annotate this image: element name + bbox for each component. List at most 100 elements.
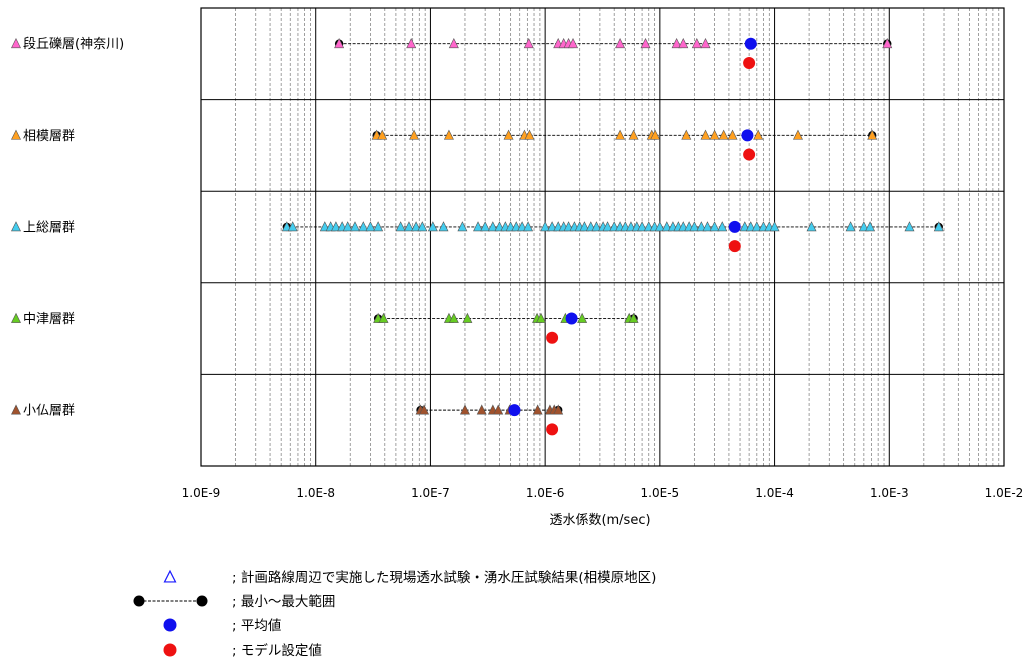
test-point [350,221,360,232]
test-point [769,221,780,232]
test-point [678,37,689,49]
legend-text: ; 計画路線周辺で実施した現場透水試験・湧水圧試験結果(相模原地区) [232,570,656,586]
test-point [334,37,345,49]
legend-triangle-icon [163,569,177,583]
test-point [709,221,720,232]
test-point [577,312,588,323]
test-point [882,37,893,49]
test-point [373,221,384,232]
test-point [751,221,762,232]
test-point [700,129,711,140]
test-point [845,221,856,232]
model-point [743,148,756,161]
mean-point [508,404,521,417]
test-point [532,404,543,415]
test-point [867,129,878,140]
row-label: 相模層群 [23,129,75,144]
test-point [342,221,353,232]
x-tick-label: 1.0E-6 [526,486,565,500]
series-row [371,129,878,161]
row-label: 上総層群 [23,220,75,235]
legend: ; 計画路線周辺で実施した現場透水試験・湧水圧試験結果(相模原地区) ; 最小～最… [133,569,656,659]
test-point [406,37,417,49]
test-point [654,221,665,232]
grid-layer [201,8,1004,466]
legend-text: ; 平均値 [232,618,281,634]
test-point [591,221,602,232]
test-point [745,221,756,232]
test-point [536,312,546,323]
test-point [395,221,406,232]
x-tick-label: 1.0E-5 [641,486,680,500]
test-point [640,37,651,49]
test-point [615,129,626,140]
test-point [409,129,420,140]
test-point [523,221,534,232]
test-point [377,129,388,140]
test-point [473,221,484,232]
test-point [637,221,648,232]
test-point [480,221,491,232]
test-point [365,221,376,232]
series-row [373,312,639,344]
plot-frame [200,7,1005,467]
test-point [727,129,738,140]
test-point [476,404,487,415]
legend-model-icon [163,643,177,657]
axis-layer: 1.0E-9 1.0E-8 1.0E-7 1.0E-6 1.0E-5 1.0E-4 1.0E… [182,7,1024,500]
test-point [691,37,702,49]
test-point [547,221,558,232]
test-point [753,129,764,140]
model-point [546,331,559,344]
test-point [689,221,700,232]
row-label-marker [11,37,21,49]
test-point [553,404,564,415]
test-point [493,404,504,415]
legend-range-endpoint [196,595,208,607]
test-point [700,37,711,49]
row-label: 段丘礫層(神奈川) [23,36,124,52]
x-tick-label: 1.0E-8 [296,486,335,500]
series-row [415,404,564,436]
test-point [438,221,449,232]
series-row [334,37,893,69]
row-label-marker [11,404,21,415]
test-point [524,129,535,140]
test-point [628,312,639,323]
test-point [696,221,707,232]
test-point [933,221,944,232]
row-label-marker [11,312,21,323]
test-point [615,37,626,49]
test-point [661,221,672,232]
test-point [858,221,869,232]
test-point [540,221,551,232]
x-tick-label: 1.0E-9 [182,486,221,500]
legend-text: ; 最小～最大範囲 [232,594,335,610]
test-point [602,221,613,232]
test-point [287,221,298,232]
row-label-marker [11,221,21,232]
mean-point [744,37,757,50]
test-point [457,221,468,232]
test-point [671,37,682,49]
mean-point [728,220,741,233]
legend-text: ; モデル設定値 [232,642,322,659]
test-point [904,221,915,232]
x-tick-label: 1.0E-2 [985,486,1024,500]
mean-point [565,312,578,325]
mean-point [741,129,754,142]
test-point [459,404,470,415]
test-point [650,129,661,140]
test-point [739,221,750,232]
model-point [546,423,559,436]
test-point [411,221,422,232]
test-point [806,221,817,232]
model-point [728,240,741,253]
test-point [681,129,692,140]
test-point [417,221,428,232]
test-point [448,37,459,49]
legend-mean-icon [163,618,177,632]
test-point [717,221,728,232]
test-point [487,221,498,232]
